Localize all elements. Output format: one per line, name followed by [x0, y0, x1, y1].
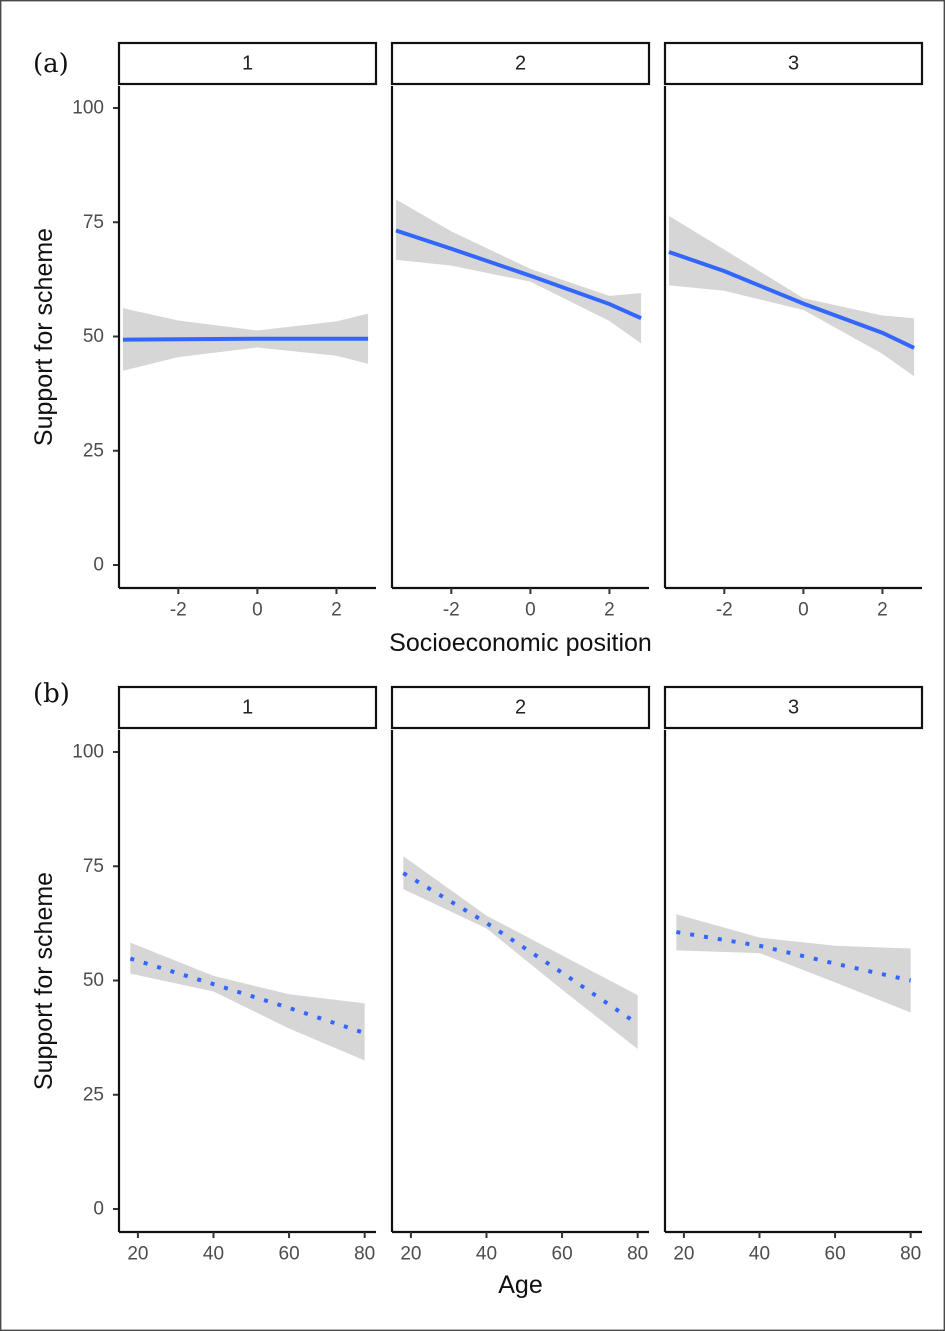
y-tick-label: 0: [93, 555, 104, 576]
trend-line: [402, 871, 639, 1026]
x-tick-label: 20: [400, 1244, 421, 1265]
facet-strip-label: 3: [788, 697, 799, 719]
facet-strip-label: 2: [515, 697, 526, 719]
y-axis-title: Support for scheme: [30, 228, 58, 446]
facet-strip: [390, 685, 651, 730]
facet-strip-label: 1: [242, 53, 253, 75]
confidence-band: [676, 914, 911, 1013]
x-tick-label: -2: [170, 600, 187, 621]
x-axis-title: Age: [498, 1271, 542, 1299]
trend-line: [122, 336, 369, 342]
x-tick-label: 2: [877, 600, 888, 621]
x-tick-label: 0: [798, 600, 809, 621]
x-tick-label: 80: [627, 1244, 648, 1265]
trend-line: [129, 956, 366, 1035]
chart-panel-1: (a) Support for scheme 0 25 50 75 100 1 -2 0 2 2 -2 0…: [30, 41, 924, 657]
x-tick-label: 40: [749, 1244, 770, 1265]
y-tick-label: 75: [83, 212, 104, 233]
facet-1: 1 20 40 60 80: [117, 685, 378, 1265]
x-tick-label: 2: [331, 600, 342, 621]
panel-label: (a): [33, 49, 69, 79]
confidence-band: [130, 942, 365, 1061]
confidence-band: [668, 215, 915, 377]
facet-strip: [663, 41, 924, 86]
y-tick-label: 25: [83, 440, 104, 461]
y-tick-label: 100: [72, 98, 104, 119]
trend-line: [668, 250, 915, 350]
facet-strip-label: 3: [788, 53, 799, 75]
x-tick-label: -2: [716, 600, 733, 621]
x-tick-label: 0: [252, 600, 263, 621]
facet-strip: [390, 41, 651, 86]
facet-strip: [117, 41, 378, 86]
y-axis-title: Support for scheme: [30, 872, 58, 1090]
facet-3: 3 -2 0 2: [663, 41, 924, 621]
chart-panel-2: (b) Support for scheme 0 25 50 75 100 1 20 40 60 80…: [30, 679, 924, 1299]
x-tick-label: 20: [673, 1244, 694, 1265]
x-tick-label: 80: [354, 1244, 375, 1265]
facet-2: 2 20 40 60 80: [390, 685, 651, 1265]
facet-strip: [663, 685, 924, 730]
x-tick-label: 40: [476, 1244, 497, 1265]
facet-strip-label: 1: [242, 697, 253, 719]
facet-strip-label: 2: [515, 53, 526, 75]
x-tick-label: 2: [604, 600, 615, 621]
confidence-band: [403, 856, 638, 1050]
y-tick-label: 50: [83, 326, 104, 347]
x-tick-label: 20: [127, 1244, 148, 1265]
y-tick-label: 100: [72, 742, 104, 763]
facet-1: 1 -2 0 2: [117, 41, 378, 621]
x-tick-label: 40: [203, 1244, 224, 1265]
x-tick-label: 60: [825, 1244, 846, 1265]
x-tick-label: -2: [443, 600, 460, 621]
x-tick-label: 80: [900, 1244, 921, 1265]
x-tick-label: 60: [552, 1244, 573, 1265]
x-tick-label: 60: [279, 1244, 300, 1265]
trend-line: [395, 228, 642, 321]
trend-line: [676, 930, 912, 983]
y-tick-label: 50: [83, 970, 104, 991]
facet-2: 2 -2 0 2: [390, 41, 651, 621]
panel-label: (b): [33, 679, 70, 709]
y-tick-label: 0: [93, 1199, 104, 1220]
y-tick-label: 25: [83, 1084, 104, 1105]
y-tick-label: 75: [83, 856, 104, 877]
x-tick-label: 0: [525, 600, 536, 621]
facet-3: 3 20 40 60 80: [663, 685, 924, 1265]
facet-strip: [117, 685, 378, 730]
x-axis-title: Socioeconomic position: [389, 629, 652, 657]
